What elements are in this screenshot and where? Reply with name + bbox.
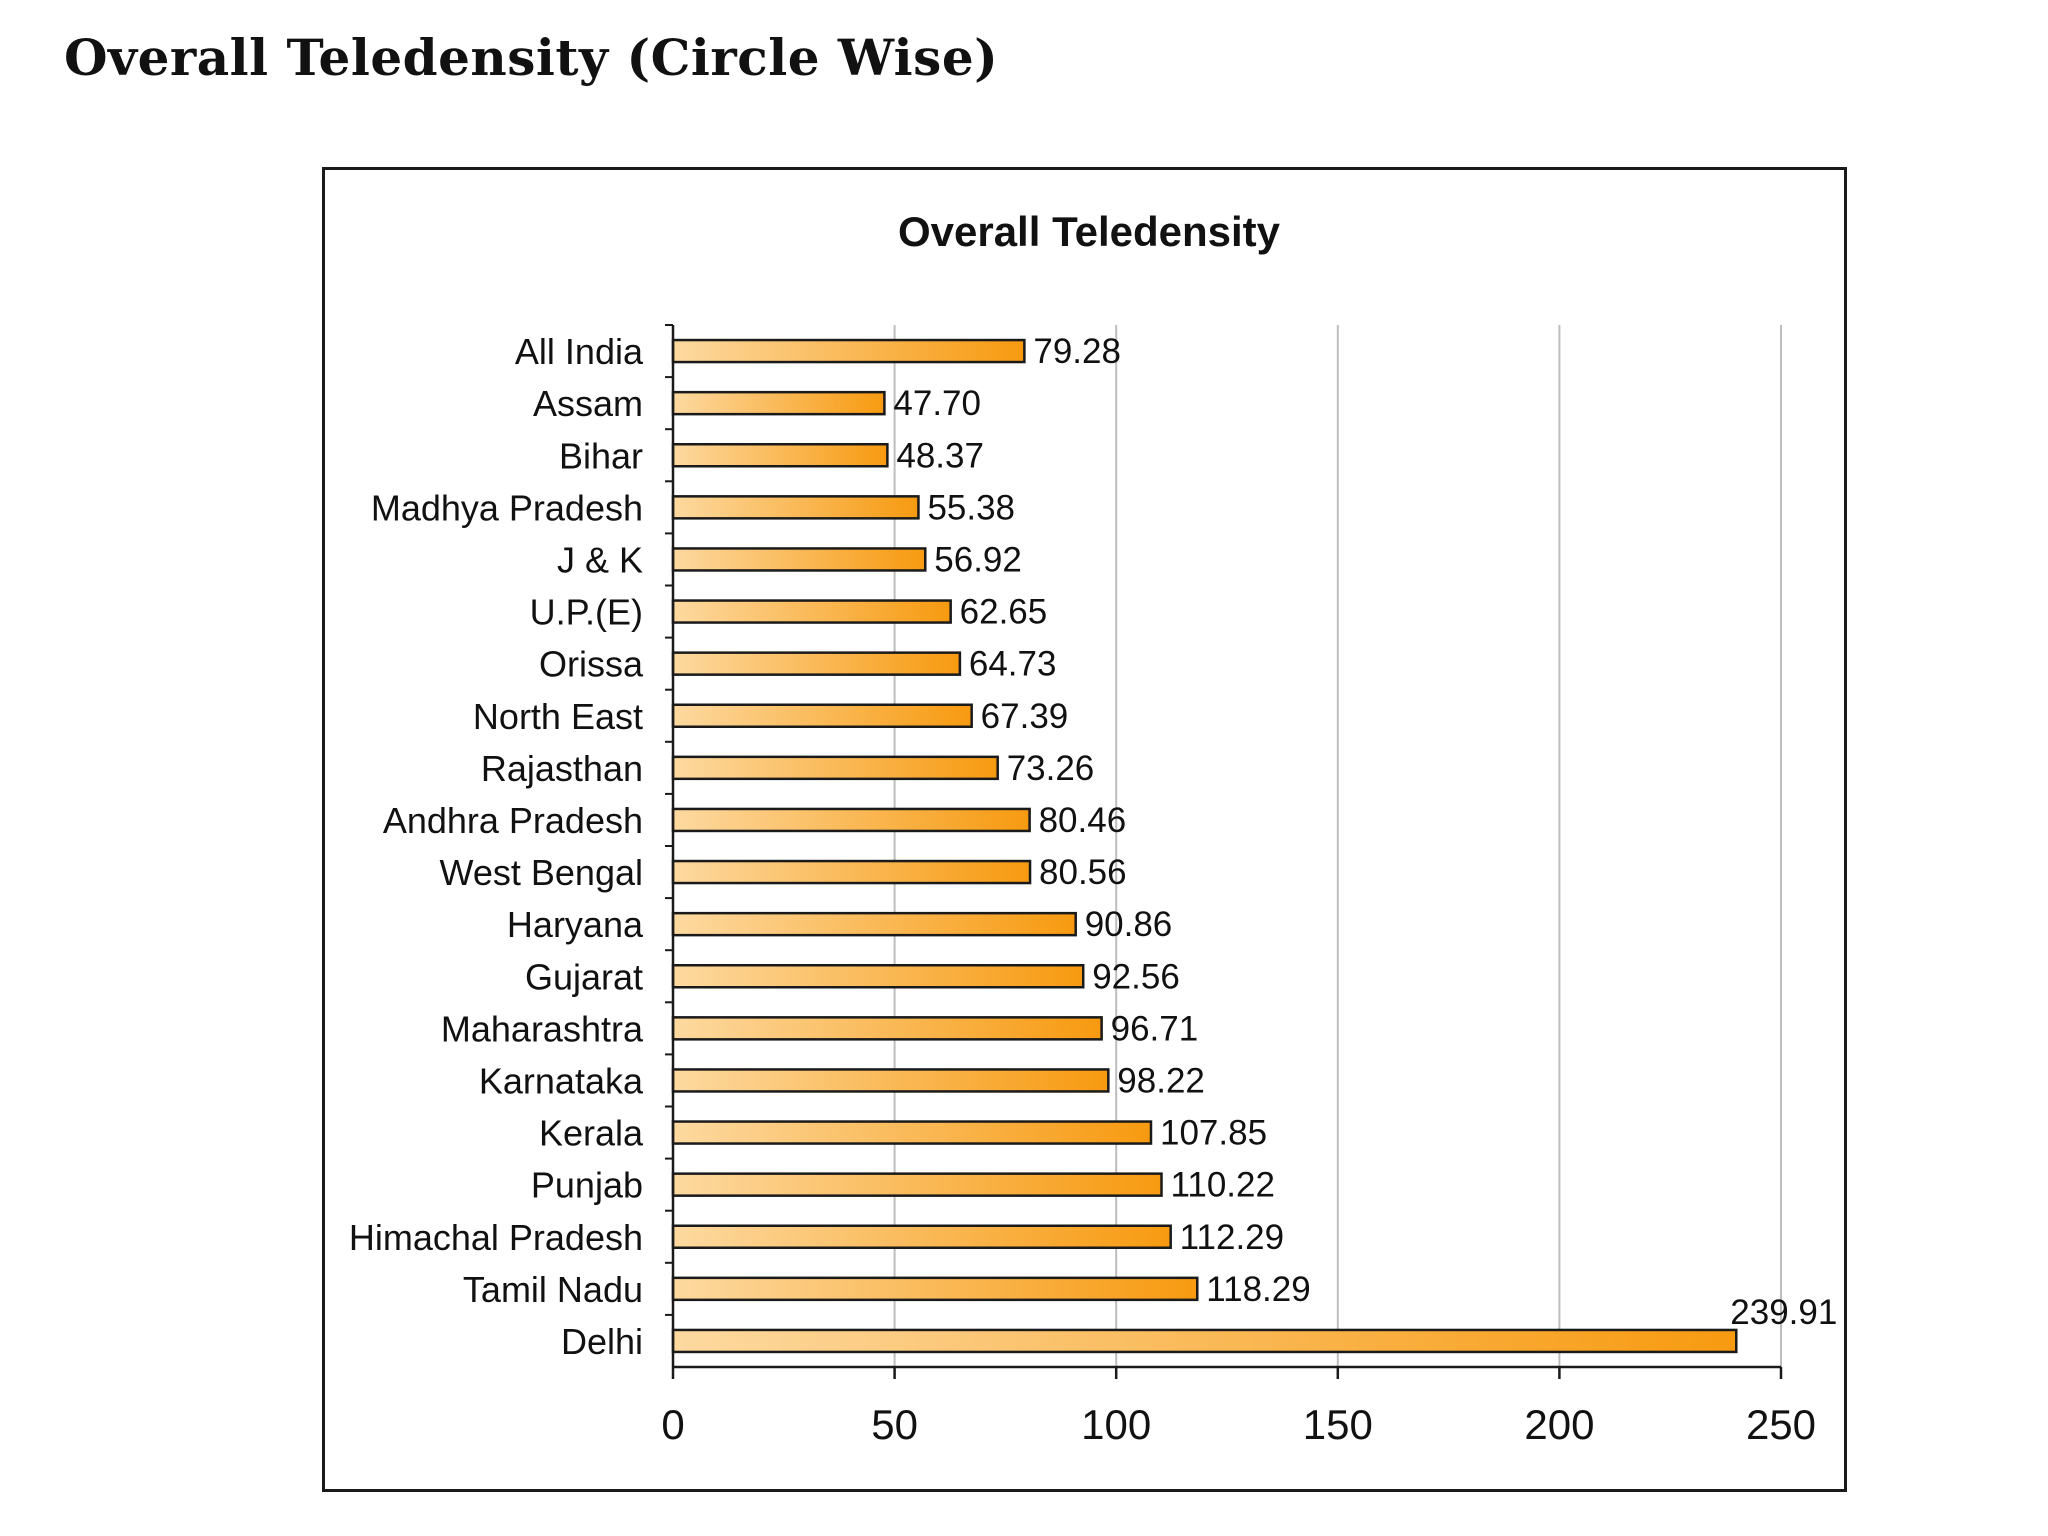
gridlines (893, 325, 1782, 1367)
chart-frame: Overall Teledensity All India 79.28 Assam 4… (322, 167, 1847, 1492)
value-label-north-east: 67.39 (981, 697, 1069, 736)
value-label-andhra-pradesh: 80.46 (1039, 801, 1127, 840)
value-label-haryana: 90.86 (1085, 905, 1173, 944)
bar-bihar (671, 443, 889, 468)
value-label-tamil-nadu: 118.29 (1206, 1270, 1310, 1309)
category-label-all-india: All India (515, 331, 644, 372)
bar-kerala (671, 1120, 1153, 1145)
bar-north-east (671, 703, 973, 728)
bar-delhi (671, 1328, 1738, 1354)
value-label-madhya-pradesh: 55.38 (927, 488, 1015, 527)
bar-punjab (671, 1172, 1163, 1197)
category-label-himachal-pradesh: Himachal Pradesh (349, 1217, 643, 1258)
bar-assam (671, 390, 886, 416)
value-label-rajasthan: 73.26 (1007, 749, 1095, 788)
value-label-punjab: 110.22 (1170, 1166, 1274, 1205)
x-tick-label-100: 100 (1081, 1401, 1151, 1448)
chart-title: Overall Teledensity (898, 208, 1281, 255)
category-label-haryana: Haryana (507, 904, 644, 945)
value-label-delhi: 239.91 (1730, 1293, 1837, 1332)
bar-rajasthan (671, 755, 999, 781)
category-label-orissa: Orissa (539, 644, 644, 685)
category-label-delhi: Delhi (561, 1321, 643, 1362)
bar-j-k (671, 547, 927, 572)
category-label-kerala: Kerala (539, 1113, 644, 1154)
category-label-tamil-nadu: Tamil Nadu (463, 1269, 643, 1310)
value-label-bihar: 48.37 (896, 436, 984, 475)
category-label-north-east: North East (473, 696, 643, 737)
value-label-j-k: 56.92 (934, 540, 1022, 579)
value-label-assam: 47.70 (893, 384, 981, 423)
bar-u-p-e (671, 599, 952, 624)
x-tick-label-150: 150 (1303, 1401, 1373, 1448)
bar-tamil-nadu (671, 1276, 1199, 1302)
labels: All India 79.28 Assam 47.70 Bihar 48.37 Madhya… (349, 331, 1837, 1448)
x-tick-label-0: 0 (661, 1401, 684, 1448)
x-tick-label-50: 50 (871, 1401, 918, 1448)
bar-gujarat (671, 964, 1085, 989)
bar-andhra-pradesh (671, 807, 1031, 833)
category-label-rajasthan: Rajasthan (481, 748, 643, 789)
value-label-karnataka: 98.22 (1117, 1061, 1205, 1100)
page-heading: Overall Teledensity (Circle Wise) (64, 28, 999, 87)
value-label-orissa: 64.73 (969, 645, 1057, 684)
category-label-j-k: J & K (557, 539, 643, 580)
category-label-gujarat: Gujarat (525, 956, 643, 997)
value-label-all-india: 79.28 (1033, 332, 1121, 371)
bars (671, 338, 1738, 1354)
bar-madhya-pradesh (671, 495, 920, 520)
bar-all-india (671, 338, 1026, 364)
value-label-himachal-pradesh: 112.29 (1180, 1218, 1284, 1257)
category-label-west-bengal: West Bengal (440, 852, 643, 893)
value-label-u-p-e: 62.65 (960, 593, 1048, 632)
bar-west-bengal (671, 859, 1032, 885)
bar-chart: Overall Teledensity All India 79.28 Assam 4… (349, 208, 1837, 1448)
axes (665, 324, 1783, 1379)
x-tick-label-200: 200 (1524, 1401, 1594, 1448)
category-label-assam: Assam (533, 383, 643, 424)
category-label-maharashtra: Maharashtra (441, 1008, 644, 1049)
bar-himachal-pradesh (671, 1224, 1172, 1249)
bar-haryana (671, 911, 1077, 937)
category-label-bihar: Bihar (559, 435, 643, 476)
category-label-u-p-e: U.P.(E) (530, 592, 643, 633)
value-label-west-bengal: 80.56 (1039, 853, 1127, 892)
value-label-gujarat: 92.56 (1092, 957, 1180, 996)
category-label-karnataka: Karnataka (479, 1060, 644, 1101)
bar-orissa (671, 651, 962, 676)
value-label-kerala: 107.85 (1160, 1114, 1267, 1153)
value-label-maharashtra: 96.71 (1111, 1009, 1199, 1048)
category-label-andhra-pradesh: Andhra Pradesh (383, 800, 643, 841)
category-label-punjab: Punjab (531, 1165, 643, 1206)
bar-maharashtra (671, 1016, 1103, 1041)
bar-karnataka (671, 1068, 1110, 1093)
category-label-madhya-pradesh: Madhya Pradesh (371, 487, 643, 528)
x-tick-label-250: 250 (1746, 1401, 1816, 1448)
